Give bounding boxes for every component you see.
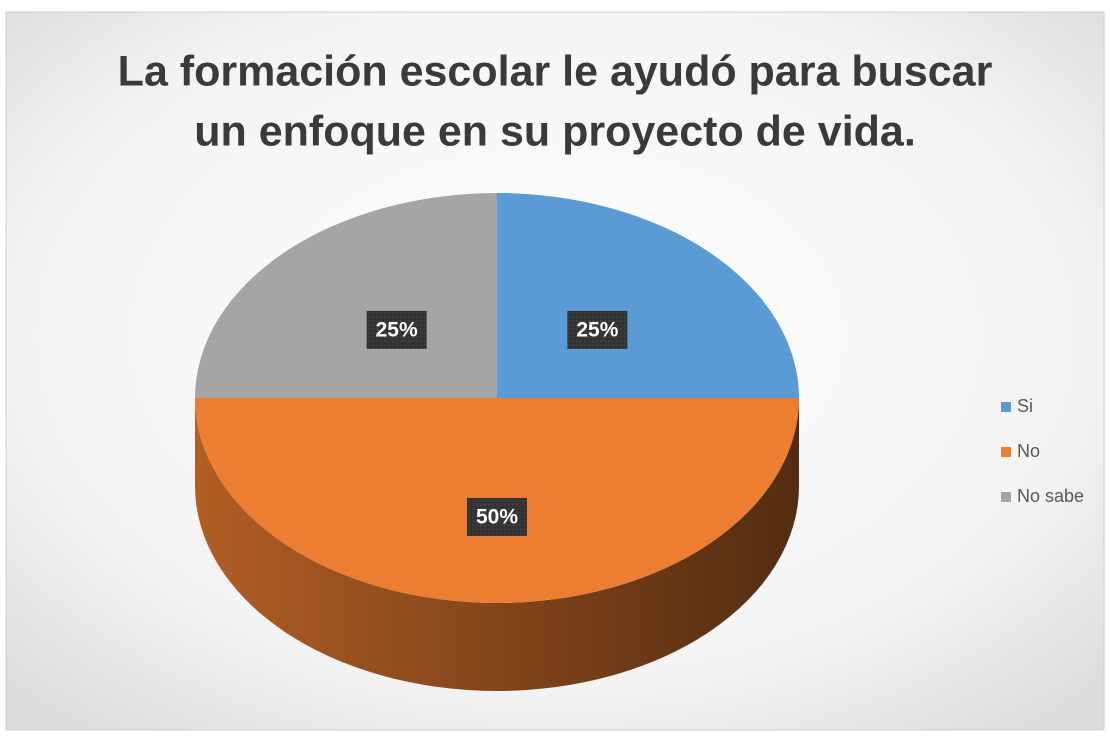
legend-swatch — [1001, 402, 1011, 412]
data-label: 25% — [376, 318, 418, 341]
legend-label: Si — [1017, 396, 1033, 416]
legend-swatch — [1001, 492, 1011, 502]
legend-label: No sabe — [1017, 486, 1084, 506]
data-label: 50% — [476, 505, 518, 528]
legend-swatch — [1001, 447, 1011, 457]
pie-side — [195, 398, 799, 691]
legend-label: No — [1017, 441, 1040, 461]
chart-title: un enfoque en su proyecto de vida. — [194, 107, 916, 155]
data-label: 25% — [576, 318, 618, 341]
data-label-box — [467, 497, 527, 536]
data-label-box — [567, 310, 628, 349]
data-label-box — [366, 310, 427, 349]
chart-title: La formación escolar le ayudó para busca… — [118, 47, 993, 95]
